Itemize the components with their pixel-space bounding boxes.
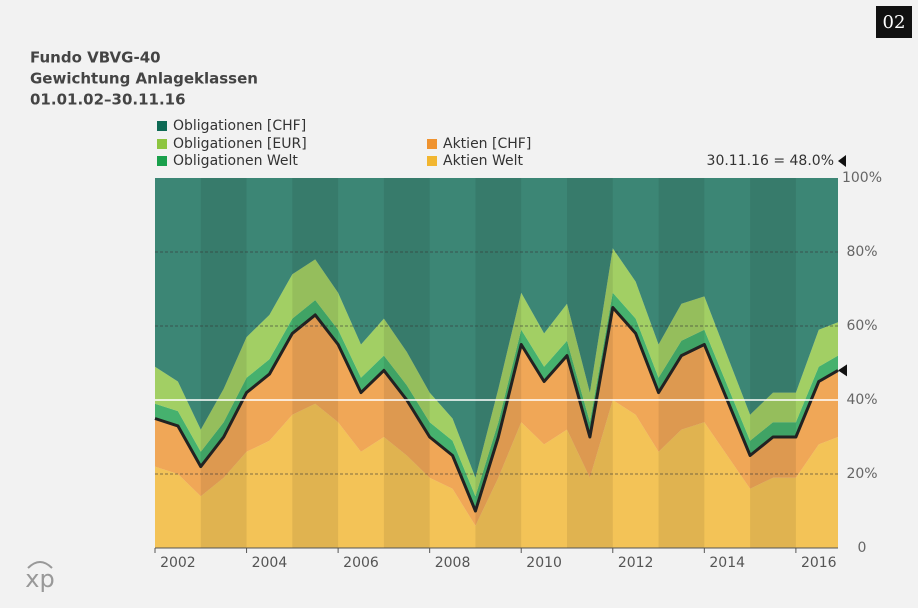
area: [155, 248, 838, 497]
x-tick-label: 2006: [343, 555, 379, 571]
y-tick-label: 60%: [846, 318, 877, 334]
x-tick-label: 2014: [709, 555, 745, 571]
logo: xp: [25, 565, 54, 593]
legend-label: Aktien [CHF]: [443, 136, 531, 152]
legend-swatch: [157, 121, 167, 131]
badge-box: [876, 6, 912, 38]
area: [155, 178, 838, 478]
x-tick-label: 2004: [252, 555, 288, 571]
legend-label: Obligationen [EUR]: [173, 136, 307, 152]
chart-title: Fundo VBVG-40: [30, 49, 161, 67]
year-band: [200, 178, 247, 548]
y-tick-label: 80%: [846, 244, 877, 260]
x-tick-label: 2008: [435, 555, 471, 571]
legend-swatch: [427, 156, 437, 166]
legend-label: Obligationen Welt: [173, 153, 298, 169]
area: [155, 307, 838, 526]
year-band: [292, 178, 339, 548]
x-tick-label: 2012: [618, 555, 654, 571]
y-tick-label: 20%: [846, 466, 877, 482]
year-band: [566, 178, 613, 548]
legend-swatch: [157, 139, 167, 149]
logo-arc: [27, 561, 53, 569]
y-tick-label: 100%: [842, 170, 882, 186]
annotation-marker: [838, 364, 847, 377]
x-tick-label: 2002: [160, 555, 196, 571]
year-band: [750, 178, 796, 548]
period: 01.01.02–30.11.16: [30, 91, 186, 109]
x-tick-label: 2010: [526, 555, 562, 571]
annotation: 30.11.16 = 48.0%: [707, 153, 834, 169]
y-tick-label: 0: [858, 540, 867, 556]
x-tick-label: 2016: [801, 555, 837, 571]
legend-label: Aktien Welt: [443, 153, 524, 169]
year-band: [658, 178, 705, 548]
area: [155, 400, 838, 548]
legend-swatch: [157, 156, 167, 166]
badge: 02: [883, 12, 906, 33]
year-band: [383, 178, 430, 548]
legend-swatch: [427, 139, 437, 149]
chart-subtitle: Gewichtung Anlageklassen: [30, 70, 258, 88]
legend-label: Obligationen [CHF]: [173, 118, 306, 134]
annotation-arrow: [838, 155, 846, 167]
y-tick-label: 40%: [846, 392, 877, 408]
